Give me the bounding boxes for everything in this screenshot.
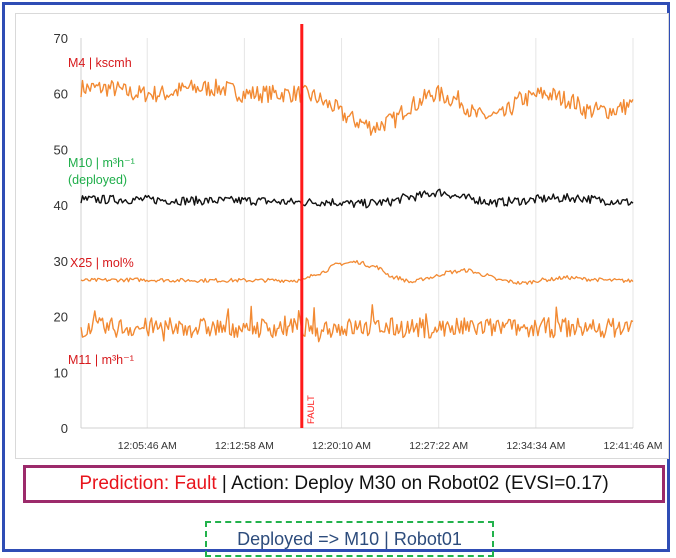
- chart-area: 0 10 20 30 40 50 60 70 12:05:46 AM 12:12:58 AM 12…: [15, 13, 669, 459]
- y-tick-label: 0: [61, 421, 68, 436]
- prediction-label: Prediction: Fault: [79, 473, 217, 494]
- y-tick-label: 50: [54, 142, 68, 157]
- prediction-box: Prediction: Fault | Action: Deploy M30 o…: [23, 465, 665, 503]
- deployed-text: Deployed => M10 | Robot01: [237, 528, 462, 549]
- x-tick-label: 12:20:10 AM: [312, 440, 371, 452]
- series-label-m10-line2: (deployed): [68, 173, 127, 187]
- series-label-m10-line1: M10 | m³h⁻¹: [68, 156, 135, 170]
- y-tick-label: 30: [54, 254, 68, 269]
- series-line-3: [80, 304, 634, 343]
- x-tick-label: 12:41:46 AM: [604, 440, 663, 452]
- x-tick-label: 12:05:46 AM: [118, 440, 177, 452]
- y-tick-label: 40: [54, 198, 68, 213]
- series-label-m10: M10 | m³h⁻¹ (deployed): [68, 156, 138, 187]
- series-line-1: [80, 188, 634, 209]
- deployed-box: Deployed => M10 | Robot01: [205, 521, 494, 557]
- y-tick-label: 70: [54, 31, 68, 46]
- action-text: | Action: Deploy M30 on Robot02 (EVSI=0.…: [216, 473, 609, 494]
- series-label-x25: X25 | mol%: [70, 256, 134, 270]
- series-label-m4: M4 | kscmh: [68, 56, 132, 70]
- fault-label: FAULT: [306, 395, 317, 424]
- series-line-0: [80, 78, 634, 136]
- line-chart: 0 10 20 30 40 50 60 70 12:05:46 AM 12:12:58 AM 12…: [54, 24, 663, 452]
- x-tick-label: 12:12:58 AM: [215, 440, 274, 452]
- series-line-2: [80, 259, 634, 285]
- x-tick-label: 12:27:22 AM: [409, 440, 468, 452]
- y-tick-label: 20: [54, 310, 68, 325]
- y-tick-label: 60: [54, 87, 68, 102]
- x-tick-label: 12:34:34 AM: [506, 440, 565, 452]
- series-label-m11: M11 | m³h⁻¹: [68, 353, 134, 367]
- y-tick-label: 10: [54, 365, 68, 380]
